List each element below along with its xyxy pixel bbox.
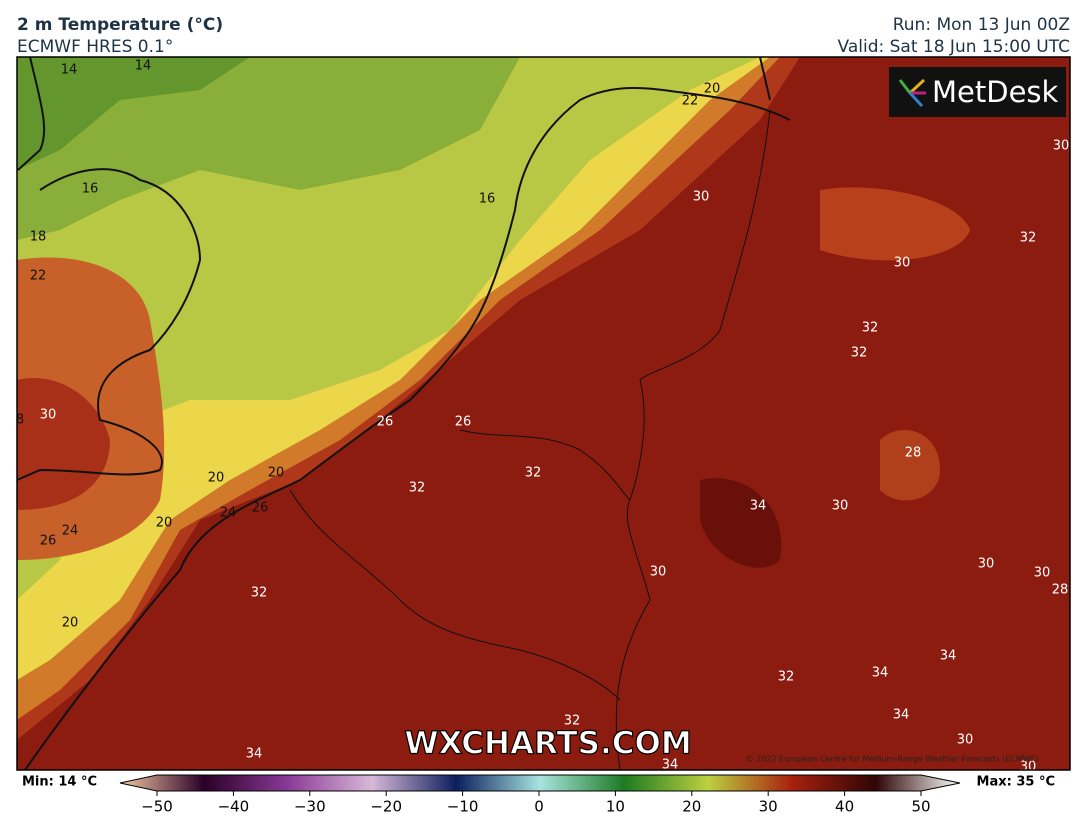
colorbar-tick-label: 10: [606, 798, 625, 816]
contour-label: 32: [564, 714, 581, 729]
contour-label: 22: [30, 269, 47, 284]
contour-label: 30: [894, 256, 911, 271]
colorbar-tick-label: 40: [835, 798, 854, 816]
colorbar-tick-label: −20: [370, 798, 402, 816]
green: [17, 57, 520, 240]
contour-label: 30: [650, 565, 667, 580]
contour-label: 14: [135, 59, 152, 74]
hot-patch: [700, 478, 782, 568]
contour-label: 30: [1034, 566, 1051, 581]
contour-label: 28: [1052, 583, 1069, 598]
contour-label: 32: [1020, 231, 1037, 246]
contour-label: 32: [862, 321, 879, 336]
contour-label: 30: [978, 557, 995, 572]
icon-ray: [898, 79, 912, 94]
model: ECMWF HRES 0.1°: [17, 37, 173, 57]
brand: MetDesk: [932, 75, 1059, 109]
dark-green: [17, 57, 250, 170]
max-label: Max: 35 °C: [977, 775, 1055, 790]
border: [459, 429, 631, 501]
colorbar-tick-label: −30: [294, 798, 326, 816]
map-frame: [16, 56, 1071, 771]
colorbar-tick-label: 0: [534, 798, 544, 816]
contour-label: 20: [268, 466, 285, 481]
icon-ray: [908, 91, 924, 108]
border: [289, 489, 621, 701]
contour-label: 34: [872, 666, 889, 681]
contour-label: 32: [778, 670, 795, 685]
watermark: WXCHARTS.COM: [404, 726, 691, 762]
colorbar-tick-label: −40: [218, 798, 250, 816]
contour-label: 28: [905, 446, 922, 461]
contour-label: 20: [62, 616, 79, 631]
contour-label: 34: [750, 499, 767, 514]
contour-label: 34: [940, 649, 957, 664]
colorbar-bar: [119, 774, 961, 792]
contour-label: 24: [220, 506, 237, 521]
border: [615, 109, 771, 770]
colorbar-tick-label: 50: [911, 798, 930, 816]
min-label: Min: 14 °C: [22, 775, 97, 790]
warm-patch: [880, 430, 940, 501]
contour-label: 30: [40, 408, 57, 423]
contour-label: 26: [252, 501, 269, 516]
contour-label: 26: [455, 415, 472, 430]
hot-land: [17, 378, 110, 510]
contour-label: 30: [1020, 760, 1037, 775]
contour-label: 32: [409, 481, 426, 496]
coastlines: [17, 57, 791, 770]
colorbar-tick-label: −50: [141, 798, 173, 816]
colorbar-tick-label: 20: [682, 798, 701, 816]
contour-label: 20: [704, 82, 721, 97]
contour-label: 34: [246, 747, 263, 762]
warm-patch: [820, 187, 970, 261]
brand-icon: [898, 78, 926, 108]
contour-label: 26: [377, 415, 394, 430]
map: 14 14 16 18 22 8 30 24 26 20 20 20 24 26 20 32 32 32 26 26 1…: [16, 57, 1070, 775]
copyright: © 2022 European Centre for Medium-Range …: [746, 755, 1039, 764]
contour-label: 34: [893, 708, 910, 723]
contour-label: 8: [16, 413, 24, 428]
contour-label: 20: [156, 516, 173, 531]
title: 2 m Temperature (°C): [17, 15, 223, 35]
colorbar-tick-label: 30: [759, 798, 778, 816]
contour-label: 34: [662, 758, 679, 773]
contour-labels: 14 14 16 18 22 8 30 24 26 20 20 20 24 26 20 32 32 32 26 26 1…: [16, 59, 1070, 775]
contour-label: 16: [82, 182, 99, 197]
contour-label: 16: [479, 192, 496, 207]
contour-label: 32: [851, 346, 868, 361]
contour-label: 26: [40, 534, 57, 549]
contour-label: 18: [30, 230, 47, 245]
coast: [24, 57, 791, 770]
contour-label: 22: [682, 94, 699, 109]
contour-label: 30: [957, 733, 974, 748]
light-green: [17, 57, 760, 600]
borders: [289, 109, 771, 770]
valid: Valid: Sat 18 Jun 15:00 UTC: [838, 37, 1070, 57]
contour-label: 20: [208, 471, 225, 486]
colorbar-tick-label: −10: [447, 798, 479, 816]
contour-label: 30: [693, 190, 710, 205]
colorbar: −50 −40 −30 −20 −10 0 10 20 30 40 50: [119, 774, 961, 816]
contour-label: 14: [61, 63, 78, 78]
contour-label: 32: [525, 466, 542, 481]
coast: [17, 57, 202, 481]
contour-label: 30: [832, 499, 849, 514]
run: Run: Mon 13 Jun 00Z: [893, 15, 1070, 35]
contour-label: 30: [1053, 139, 1070, 154]
contour-label: 32: [251, 586, 268, 601]
contour-label: 24: [62, 524, 79, 539]
icon-ray: [908, 78, 926, 95]
